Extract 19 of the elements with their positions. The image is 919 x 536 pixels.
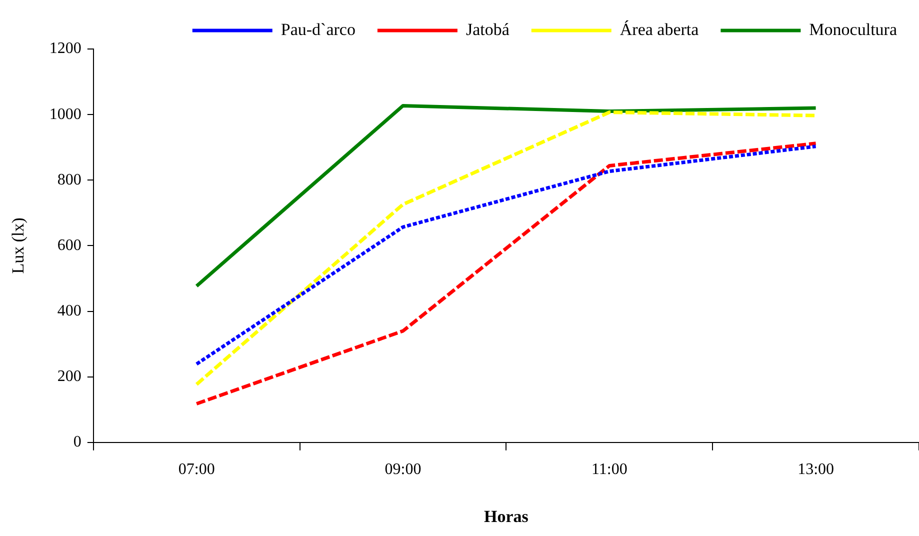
y-tick-label: 200 [57, 368, 82, 386]
legend-label: Monocultura [809, 20, 898, 39]
y-axis-title: Lux (lx) [8, 218, 28, 274]
y-tick-label: 1200 [49, 40, 82, 58]
line-series [194, 142, 818, 406]
x-tick-label: 11:00 [591, 461, 628, 478]
legend-label: Área aberta [620, 20, 700, 39]
legend-label: Pau-d`arco [280, 20, 356, 39]
x-tick-label: 09:00 [384, 461, 422, 478]
y-tick-label: 600 [57, 236, 82, 254]
y-tick-label: 1000 [49, 106, 82, 123]
x-tick-label: 07:00 [178, 461, 215, 478]
y-tick-label: 800 [57, 171, 82, 188]
y-tick-label: 0 [73, 434, 82, 451]
x-tick-label: 13:00 [798, 461, 834, 478]
line-series [194, 144, 818, 366]
x-axis-title: Horas [484, 507, 529, 526]
y-tick-label: 400 [57, 302, 82, 320]
legend-label: Jatobá [466, 20, 510, 39]
